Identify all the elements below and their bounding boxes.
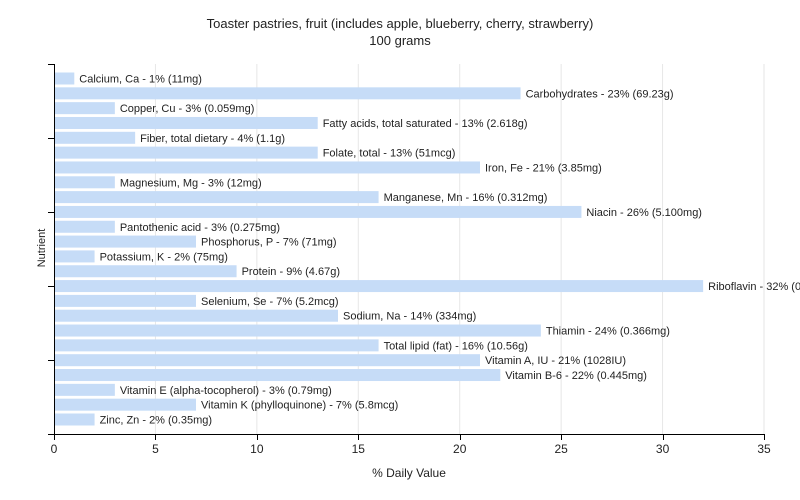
bar bbox=[54, 383, 115, 396]
bar bbox=[54, 324, 541, 337]
bar-label: Fiber, total dietary - 4% (1.1g) bbox=[140, 133, 285, 145]
x-tick-label: 25 bbox=[554, 442, 568, 456]
bar bbox=[54, 413, 95, 426]
bar-label: Magnesium, Mg - 3% (12mg) bbox=[120, 177, 262, 189]
bar bbox=[54, 191, 379, 204]
bar bbox=[54, 205, 582, 218]
bar bbox=[54, 72, 75, 85]
bar bbox=[54, 235, 196, 248]
bar-label: Phosphorus, P - 7% (71mg) bbox=[201, 237, 337, 249]
bar-label: Vitamin E (alpha-tocopherol) - 3% (0.79m… bbox=[120, 385, 332, 397]
bar bbox=[54, 309, 338, 322]
x-tick-label: 35 bbox=[757, 442, 771, 456]
y-axis-label: Nutrient bbox=[36, 228, 48, 268]
bar-label: Zinc, Zn - 2% (0.35mg) bbox=[100, 415, 212, 427]
bar-label: Sodium, Na - 14% (334mg) bbox=[343, 311, 476, 323]
chart-title: Toaster pastries, fruit (includes apple,… bbox=[206, 16, 594, 31]
bar-label: Vitamin K (phylloquinone) - 7% (5.8mcg) bbox=[201, 400, 398, 412]
bar-label: Iron, Fe - 21% (3.85mg) bbox=[485, 162, 602, 174]
bar-label: Riboflavin - 32% (0.545mg) bbox=[708, 281, 800, 293]
x-tick-label: 10 bbox=[250, 442, 264, 456]
bar bbox=[54, 250, 95, 263]
bar-label: Selenium, Se - 7% (5.2mcg) bbox=[201, 296, 339, 308]
bar bbox=[54, 102, 115, 115]
bar bbox=[54, 294, 196, 307]
x-tick-label: 15 bbox=[352, 442, 366, 456]
bar bbox=[54, 176, 115, 189]
bar-label: Vitamin A, IU - 21% (1028IU) bbox=[485, 355, 626, 367]
bar-label: Copper, Cu - 3% (0.059mg) bbox=[120, 103, 255, 115]
bar bbox=[54, 354, 480, 367]
bar-label: Potassium, K - 2% (75mg) bbox=[100, 251, 228, 263]
bar-label: Pantothenic acid - 3% (0.275mg) bbox=[120, 222, 280, 234]
bar bbox=[54, 339, 379, 352]
x-tick-label: 5 bbox=[152, 442, 159, 456]
bar bbox=[54, 131, 136, 144]
bar bbox=[54, 280, 704, 293]
bar-label: Total lipid (fat) - 16% (10.56g) bbox=[384, 340, 528, 352]
bar-label: Calcium, Ca - 1% (11mg) bbox=[79, 74, 202, 86]
bar bbox=[54, 146, 318, 159]
bar-label: Thiamin - 24% (0.366mg) bbox=[546, 326, 670, 338]
bar-label: Protein - 9% (4.67g) bbox=[242, 266, 340, 278]
bar bbox=[54, 398, 196, 411]
bar-label: Folate, total - 13% (51mcg) bbox=[323, 148, 456, 160]
bar-label: Vitamin B-6 - 22% (0.445mg) bbox=[505, 370, 647, 382]
x-tick-label: 20 bbox=[453, 442, 467, 456]
x-tick-label: 0 bbox=[51, 442, 58, 456]
bar bbox=[54, 369, 501, 382]
bar bbox=[54, 87, 521, 100]
bar-label: Manganese, Mn - 16% (0.312mg) bbox=[384, 192, 548, 204]
bar-label: Carbohydrates - 23% (69.23g) bbox=[526, 88, 674, 100]
chart-subtitle: 100 grams bbox=[369, 33, 431, 48]
bar bbox=[54, 265, 237, 278]
bar-label: Niacin - 26% (5.100mg) bbox=[586, 207, 702, 219]
x-tick-label: 30 bbox=[656, 442, 670, 456]
bar bbox=[54, 116, 318, 129]
bar bbox=[54, 161, 480, 174]
bar-label: Fatty acids, total saturated - 13% (2.61… bbox=[323, 118, 528, 130]
bar bbox=[54, 220, 115, 233]
x-axis-label: % Daily Value bbox=[372, 466, 446, 480]
